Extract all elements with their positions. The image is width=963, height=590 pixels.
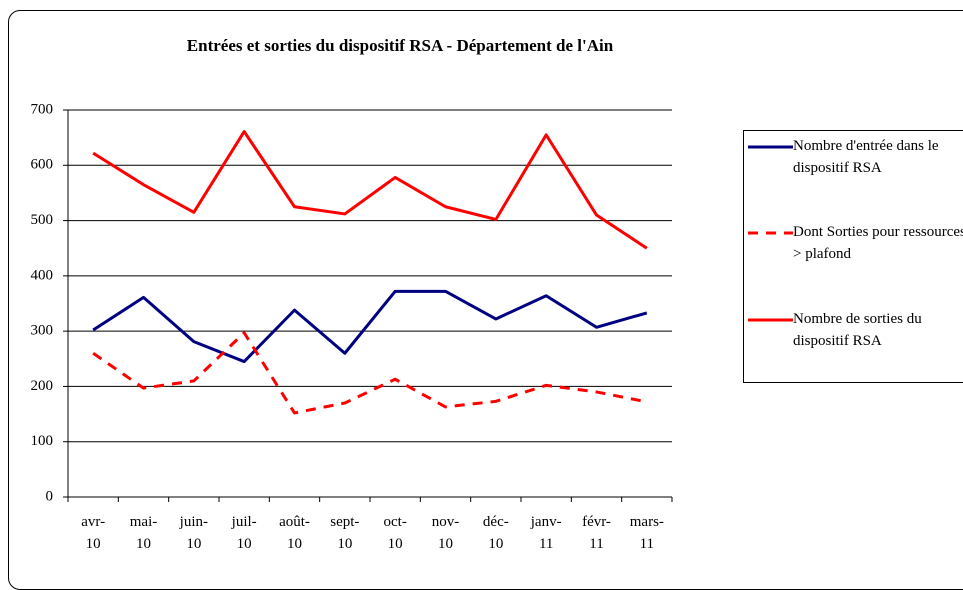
y-tick-label: 0 [46, 488, 54, 504]
x-tick-label: août-10 [279, 514, 310, 552]
x-tick-label: janv-11 [530, 514, 562, 552]
y-tick-label: 700 [31, 101, 54, 117]
x-tick-label: oct-10 [384, 514, 407, 552]
legend-marker [748, 231, 793, 235]
y-tick-label: 300 [31, 323, 54, 339]
legend-marker [748, 318, 793, 322]
chart: Entrées et sorties du dispositif RSA - D… [31, 36, 673, 552]
x-tick-label: juil-10 [231, 514, 257, 552]
x-tick-label: avr-10 [81, 514, 105, 552]
x-tick-label: déc-10 [483, 514, 509, 552]
y-tick-label: 200 [31, 378, 54, 394]
x-tick-label: nov-10 [432, 514, 460, 552]
legend: Nombre d'entrée dans le dispositif RSA Do… [743, 130, 963, 383]
legend-label: Nombre d'entrée dans le dispositif RSA [793, 138, 939, 176]
x-tick-label: mai-10 [130, 514, 158, 552]
series-line [92, 130, 648, 250]
x-tick-label: juin-10 [179, 514, 208, 552]
legend-label: Nombre de sorties du dispositif RSA [793, 311, 922, 349]
y-tick-label: 400 [31, 267, 54, 283]
chart-title: Entrées et sorties du dispositif RSA - D… [187, 36, 614, 55]
y-tick-label: 500 [31, 212, 54, 228]
series-line [92, 289, 648, 364]
series-line [92, 331, 648, 415]
y-tick-label: 100 [31, 433, 54, 449]
x-tick-label: mars-11 [630, 514, 664, 552]
page: {"chart_data": {"type": "line", "title":… [8, 10, 963, 590]
x-tick-label: févr-11 [582, 514, 611, 552]
legend-label: Dont Sorties pour ressources > plafond [793, 224, 963, 262]
x-tick-label: sept-10 [330, 514, 359, 552]
legend-marker [748, 145, 793, 149]
y-tick-label: 600 [31, 157, 54, 173]
